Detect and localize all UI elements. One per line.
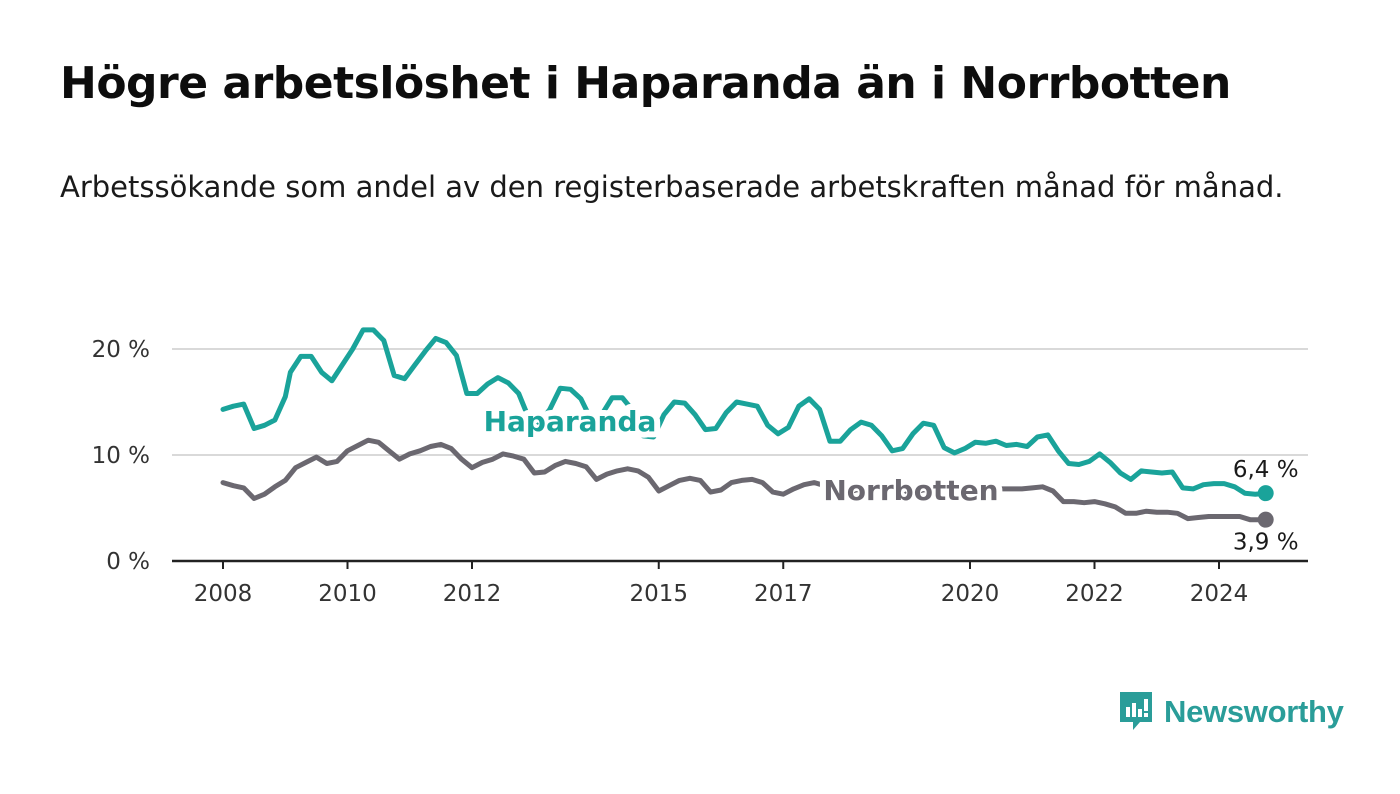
chart-title: Högre arbetslöshet i Haparanda än i Norr… — [60, 58, 1231, 109]
y-tick-label: 10 % — [92, 443, 150, 469]
series-line-haparanda — [220, 327, 1269, 497]
x-tick-label: 2015 — [629, 581, 688, 607]
x-tick-label: 2020 — [941, 581, 1000, 607]
series-name-haparanda: Haparanda — [484, 405, 657, 438]
x-axis: 2008 2010 2012 2015 2017 2020 2022 2024 — [172, 559, 1308, 607]
end-value-norrbotten: 3,9 % — [1233, 530, 1299, 556]
series-end-point-norrbotten — [1257, 511, 1274, 528]
y-tick-label: 0 % — [106, 549, 150, 575]
chart-subtitle: Arbetssökande som andel av den registerb… — [60, 170, 1284, 204]
grid-lines — [172, 348, 1308, 456]
x-tick-label: 2024 — [1190, 581, 1249, 607]
series-name-norrbotten: Norrbotten — [823, 474, 998, 507]
series-line-norrbotten — [220, 437, 1269, 523]
x-tick-label: 2008 — [194, 581, 253, 607]
x-tick-label: 2012 — [443, 581, 502, 607]
end-value-haparanda: 6,4 % — [1233, 457, 1299, 483]
x-tick-label: 2022 — [1065, 581, 1124, 607]
y-tick-label: 20 % — [92, 337, 150, 363]
newsworthy-logo: Newsworthy — [1118, 690, 1344, 734]
series-name-halo: Norrbotten — [823, 474, 998, 507]
x-tick-label: 2010 — [318, 581, 377, 607]
series-name-halo: Haparanda — [484, 405, 657, 438]
series-end-point-haparanda — [1257, 485, 1274, 502]
x-tick-label: 2017 — [754, 581, 813, 607]
y-axis-ticks: 0 % 10 % 20 % — [92, 337, 150, 575]
brand-name: Newsworthy — [1164, 694, 1344, 729]
series-lines — [220, 327, 1274, 528]
newsworthy-logo-icon — [1120, 692, 1152, 730]
